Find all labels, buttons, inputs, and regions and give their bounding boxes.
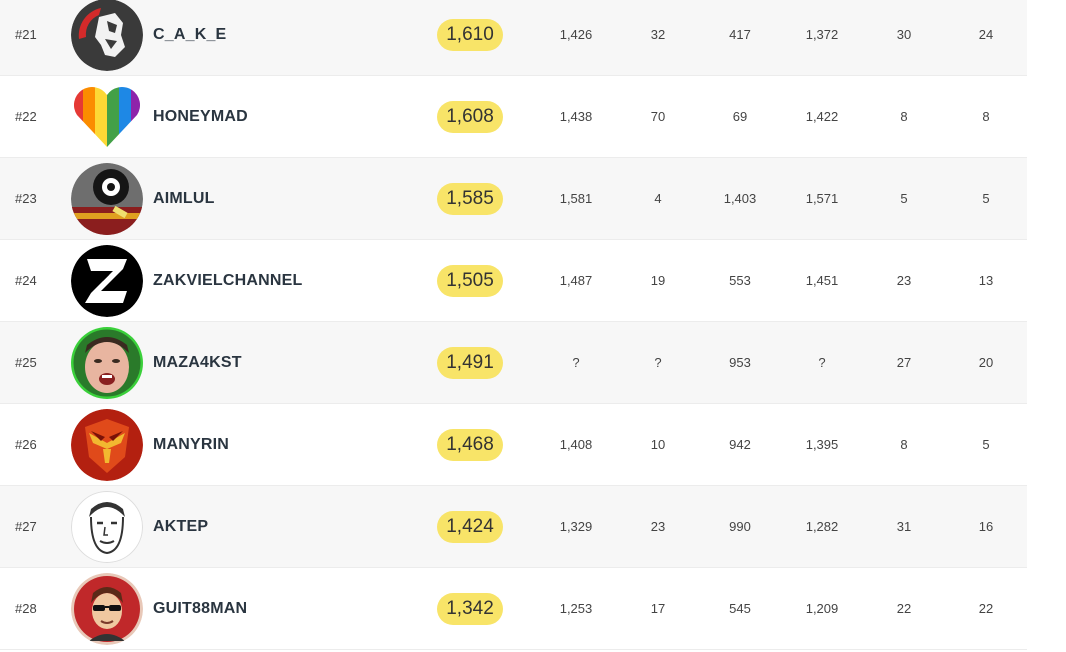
rank-label: #26: [15, 437, 37, 452]
stat-cell: 417: [729, 27, 751, 42]
stat-cell: 1,403: [723, 191, 757, 206]
face-photo-icon[interactable]: [71, 327, 143, 399]
stat-cell: 17: [650, 601, 666, 616]
stat-cell: 953: [729, 355, 751, 370]
stat-cell: 31: [896, 519, 912, 534]
stat-cell: ?: [654, 355, 662, 370]
player-name[interactable]: AKTEP: [153, 517, 209, 535]
stat-cell: 16: [978, 519, 994, 534]
stat-cell: 1,282: [805, 519, 839, 534]
sketch-face-icon[interactable]: [71, 491, 143, 563]
table-row[interactable]: #22 HONEYMAD 1,608 1,438: [0, 76, 1027, 158]
stat-cell: 1,253: [559, 601, 593, 616]
table-row[interactable]: #24 ZAKVIELCHANNEL 1,505 1,487 19 553 1,…: [0, 240, 1027, 322]
stat-cell: 1,426: [559, 27, 593, 42]
stat-cell: 8: [900, 437, 908, 452]
rating-badge: 1,585: [437, 182, 503, 215]
table-row[interactable]: #21 C_A_K_E 1,610 1,426 32 417 1,372 30 …: [0, 0, 1027, 76]
leaderboard-table: #21 C_A_K_E 1,610 1,426 32 417 1,372 30 …: [0, 0, 1027, 650]
table-row[interactable]: #25 MAZA4KST 1,491 ? ? 953 ? 27 20: [0, 322, 1027, 404]
table-row[interactable]: #23 AIMLUL 1,585 1,581 4 1,403 1,571 5 5: [0, 158, 1027, 240]
stat-cell: 1,438: [559, 109, 593, 124]
rank-label: #25: [15, 355, 37, 370]
rating-badge: 1,491: [437, 346, 503, 379]
player-name[interactable]: MANYRIN: [153, 435, 230, 453]
rating-badge: 1,342: [437, 592, 503, 625]
rating-badge: 1,424: [437, 510, 503, 543]
stat-cell: 13: [978, 273, 994, 288]
stat-cell: 553: [729, 273, 751, 288]
player-name[interactable]: GUIT88MAN: [153, 599, 248, 617]
stat-cell: 8: [900, 109, 908, 124]
stat-cell: 1,422: [805, 109, 839, 124]
sunglasses-cartoon-icon[interactable]: [71, 573, 143, 645]
table-row[interactable]: #28 GUIT88MAN 1,342 1,253 17 545 1,209 2…: [0, 568, 1027, 650]
rank-label: #23: [15, 191, 37, 206]
stat-cell: 990: [729, 519, 751, 534]
stat-cell: 22: [978, 601, 994, 616]
stat-cell: 30: [896, 27, 912, 42]
player-name[interactable]: MAZA4KST: [153, 353, 242, 371]
stat-cell: 5: [900, 191, 908, 206]
stat-cell: 27: [896, 355, 912, 370]
stat-cell: 942: [729, 437, 751, 452]
stat-cell: 1,329: [559, 519, 593, 534]
stat-cell: 1,451: [805, 273, 839, 288]
player-name[interactable]: ZAKVIELCHANNEL: [153, 271, 303, 289]
stat-cell: 1,209: [805, 601, 839, 616]
stat-cell: 22: [896, 601, 912, 616]
rank-label: #22: [15, 109, 37, 124]
stat-cell: 1,395: [805, 437, 839, 452]
z-logo-icon[interactable]: [71, 245, 143, 317]
lion-icon[interactable]: [71, 0, 143, 71]
player-name[interactable]: HONEYMAD: [153, 107, 248, 125]
stat-cell: 5: [982, 437, 990, 452]
player-name[interactable]: C_A_K_E: [153, 25, 227, 43]
rank-label: #28: [15, 601, 37, 616]
stat-cell: 10: [650, 437, 666, 452]
stat-cell: 23: [650, 519, 666, 534]
hero-helmet-icon[interactable]: [71, 409, 143, 481]
rating-badge: 1,610: [437, 18, 503, 51]
stat-cell: 5: [982, 191, 990, 206]
stat-cell: 1,581: [559, 191, 593, 206]
stat-cell: 70: [650, 109, 666, 124]
stat-cell: 32: [650, 27, 666, 42]
rank-label: #21: [15, 27, 37, 42]
stat-cell: 4: [654, 191, 662, 206]
stat-cell: ?: [818, 355, 826, 370]
stat-cell: ?: [572, 355, 580, 370]
stat-cell: 8: [982, 109, 990, 124]
table-row[interactable]: #27 AKTEP 1,424 1,329 23 990 1,282 31 16: [0, 486, 1027, 568]
table-row[interactable]: #26 MANYRIN 1,468 1,408 10 942 1,395 8 5: [0, 404, 1027, 486]
rainbow-heart-icon[interactable]: [71, 81, 143, 153]
player-name[interactable]: AIMLUL: [153, 189, 215, 207]
rating-badge: 1,505: [437, 264, 503, 297]
stat-cell: 1,487: [559, 273, 593, 288]
rank-label: #24: [15, 273, 37, 288]
rating-badge: 1,468: [437, 428, 503, 461]
rank-label: #27: [15, 519, 37, 534]
stat-cell: 1,372: [805, 27, 839, 42]
rating-badge: 1,608: [437, 100, 503, 133]
stat-cell: 19: [650, 273, 666, 288]
stat-cell: 1,408: [559, 437, 593, 452]
stat-cell: 24: [978, 27, 994, 42]
stat-cell: 1,571: [805, 191, 839, 206]
stat-cell: 69: [732, 109, 748, 124]
eye-character-icon[interactable]: [71, 163, 143, 235]
stat-cell: 23: [896, 273, 912, 288]
stat-cell: 20: [978, 355, 994, 370]
stat-cell: 545: [729, 601, 751, 616]
